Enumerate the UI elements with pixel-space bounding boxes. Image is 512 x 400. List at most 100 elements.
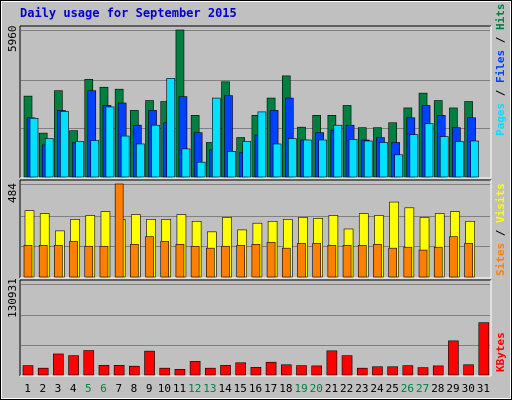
kbytes-bar: [326, 350, 338, 376]
pages-bar: [394, 154, 403, 178]
pages-bar: [44, 138, 54, 178]
kbytes-bar: [478, 322, 490, 376]
kbytes-bar: [280, 364, 292, 376]
x-tick-label-29: 29: [446, 382, 459, 395]
pages-bar: [212, 97, 221, 178]
pages-bar: [333, 124, 343, 178]
pages-bar: [181, 148, 191, 178]
kbytes-bar: [250, 367, 262, 376]
pages-bar: [90, 140, 100, 178]
pages-bar: [166, 78, 176, 178]
kbytes-bar: [68, 355, 79, 376]
kbytes-bar: [174, 369, 186, 376]
x-tick-label-4: 4: [70, 382, 77, 395]
pages-bar: [227, 151, 236, 178]
x-tick-label-22: 22: [340, 382, 353, 395]
pages-bar: [303, 139, 312, 178]
x-tick-label-13: 13: [203, 382, 216, 395]
pages-bar: [60, 111, 69, 178]
x-tick-label-28: 28: [431, 382, 444, 395]
panel-1-legend-files: Files: [494, 50, 507, 83]
sites-bar: [403, 246, 413, 278]
sites-bar: [236, 244, 246, 278]
x-tick-label-25: 25: [386, 382, 399, 395]
panel-1-ymax-label: 5960: [6, 26, 19, 53]
sites-bar: [342, 244, 352, 278]
legend-separator: /: [494, 83, 507, 103]
kbytes-bar: [341, 355, 353, 376]
kbytes-bar: [189, 361, 201, 376]
pages-bar: [151, 124, 160, 178]
sites-bar: [145, 236, 154, 278]
kbytes-bar: [356, 367, 368, 376]
sites-bar: [84, 245, 94, 278]
pages-bar: [455, 141, 464, 178]
kbytes-bar: [113, 365, 125, 376]
x-tick-label-6: 6: [100, 382, 107, 395]
x-tick-label-10: 10: [158, 382, 171, 395]
pages-bar: [379, 142, 388, 178]
x-tick-label-8: 8: [131, 382, 138, 395]
sites-bar: [206, 247, 215, 278]
x-tick-label-2: 2: [39, 382, 46, 395]
sites-bar: [297, 243, 306, 278]
kbytes-bar: [83, 350, 95, 376]
kbytes-bar: [296, 365, 307, 376]
x-tick-label-18: 18: [279, 382, 292, 395]
x-tick-label-15: 15: [234, 382, 247, 395]
kbytes-bar: [265, 361, 277, 376]
pages-bar: [136, 143, 145, 178]
pages-bar: [424, 123, 434, 178]
pages-bar: [29, 117, 39, 178]
x-tick-label-26: 26: [401, 382, 414, 395]
panel-2-legend-sites: Sites: [494, 243, 507, 276]
x-tick-label-24: 24: [370, 382, 384, 395]
x-tick-label-31: 31: [477, 382, 490, 395]
sites-bar: [114, 183, 124, 278]
sites-bar: [281, 247, 291, 278]
kbytes-bar: [372, 366, 383, 376]
x-tick-label-21: 21: [325, 382, 338, 395]
pages-bar: [409, 134, 419, 178]
pages-bar: [272, 143, 282, 178]
x-tick-label-30: 30: [462, 382, 475, 395]
x-tick-label-7: 7: [115, 382, 122, 395]
pages-bar: [348, 139, 358, 178]
panel-1-legend-hits: Hits: [494, 4, 507, 31]
sites-bar: [312, 243, 321, 278]
sites-bar: [251, 244, 261, 278]
pages-bar: [242, 141, 252, 178]
kbytes-bar: [402, 365, 414, 376]
panel-3-legend: KBytes: [494, 332, 507, 372]
x-tick-label-11: 11: [173, 382, 186, 395]
x-tick-label-3: 3: [55, 382, 62, 395]
sites-bar: [373, 244, 382, 278]
pages-bar: [257, 111, 267, 178]
kbytes-bar: [22, 365, 34, 376]
kbytes-bar: [235, 362, 247, 376]
x-tick-label-23: 23: [355, 382, 368, 395]
kbytes-bar: [129, 365, 140, 376]
kbytes-bar: [311, 365, 322, 376]
kbytes-bar: [417, 367, 429, 376]
x-tick-label-12: 12: [188, 382, 201, 395]
kbytes-bar: [37, 367, 49, 376]
panel-1-legend-pages: Pages: [494, 103, 507, 136]
x-tick-label-16: 16: [249, 382, 262, 395]
pages-bar: [75, 141, 84, 178]
panel-1-legend: Pages / Files / Hits: [494, 4, 507, 137]
sites-bar: [221, 245, 230, 278]
panel-3-legend-kbytes: KBytes: [494, 332, 507, 372]
legend-separator: /: [494, 223, 507, 243]
kbytes-bar: [205, 367, 216, 376]
x-tick-label-9: 9: [146, 382, 153, 395]
kbytes-bar: [220, 365, 231, 376]
sites-bar: [54, 244, 63, 278]
sites-bar: [99, 245, 109, 278]
x-tick-label-1: 1: [24, 382, 31, 395]
sites-bar: [464, 243, 473, 278]
sites-bar: [190, 245, 200, 278]
sites-bar: [418, 249, 428, 278]
